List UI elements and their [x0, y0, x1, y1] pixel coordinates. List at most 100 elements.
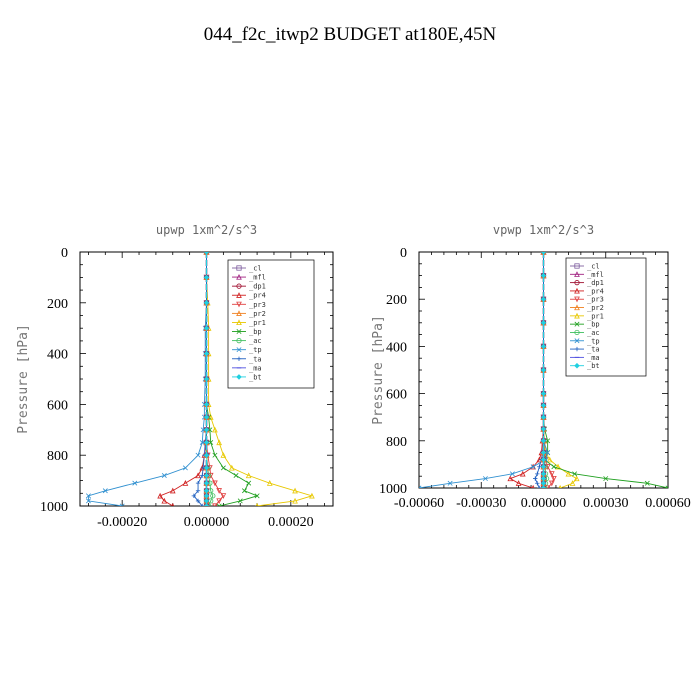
- chart1-point-bp: [241, 488, 247, 494]
- chart1-point-pr1: [292, 497, 298, 504]
- chart1-legend-marker: [236, 319, 242, 326]
- chart1-point-bt: [203, 350, 210, 357]
- chart2-point-pr1: [569, 480, 576, 486]
- chart2-point-bt: [540, 449, 547, 456]
- chart2-legend-marker: [574, 287, 580, 294]
- chart1-point-pr3: [212, 480, 218, 487]
- chart1-point-pr4: [169, 487, 176, 494]
- chart1-xtick-label: -0.00020: [97, 515, 147, 530]
- chart1-legend-marker: [236, 283, 242, 289]
- chart2-point-bt: [540, 402, 547, 409]
- chart2-xtick-label: 0.00060: [645, 496, 691, 511]
- chart1-legend-label: _ma: [249, 364, 262, 372]
- chart1-point-pr1: [292, 487, 298, 494]
- chart2-point-bt: [540, 320, 547, 326]
- chart2-point-pr4: [519, 470, 526, 477]
- chart2-point-ta: [533, 476, 538, 481]
- chart1-point-ta: [195, 498, 201, 504]
- chart1-point-pr3: [216, 498, 222, 505]
- chart1-point-tp: [85, 498, 91, 504]
- chart1-point-tp: [182, 465, 188, 471]
- chart1-point-bt: [203, 480, 210, 486]
- chart2-title: vpwp 1xm^2/s^3: [493, 223, 594, 237]
- chart2-point-pr3: [548, 480, 555, 487]
- chart1-legend-label: _bp: [249, 328, 262, 336]
- chart2-legend-label: _bp: [587, 321, 600, 329]
- chart1-legend-marker: [236, 347, 242, 353]
- chart2-point-bt: [540, 296, 547, 302]
- chart2-panel: vpwp 1xm^2/s^3 Pressure [hPa] 0 200 400 600 80…: [371, 223, 691, 511]
- chart2-legend-marker: [574, 346, 580, 352]
- chart2-point-bt: [540, 272, 547, 279]
- chart1-point-bp: [220, 465, 226, 471]
- chart1-point-pr3: [207, 472, 214, 479]
- chart1-point-ta: [195, 488, 201, 493]
- chart2-point-tp: [530, 464, 536, 470]
- chart2-xtick-label: -0.00060: [394, 496, 444, 511]
- chart1-point-bt: [203, 414, 210, 420]
- chart1-point-bt: [203, 300, 210, 306]
- chart1-point-bt: [203, 427, 210, 433]
- chart2-point-ta: [537, 485, 542, 488]
- chart1-legend-marker: [236, 301, 242, 308]
- chart1-point-bt: [203, 472, 210, 479]
- chart1-legend-label: _ac: [249, 337, 262, 345]
- chart1-point-pr4: [182, 480, 189, 486]
- chart1-point-tp: [161, 473, 167, 479]
- chart2-legend: _cl_mfl_dp1_pr4_pr3_pr2_pr1_bp_ac_tp_ta_…: [565, 257, 647, 377]
- chart2-legend-label: _bt: [587, 362, 600, 370]
- chart1-point-ta: [195, 480, 201, 486]
- chart1-legend-box: [227, 259, 315, 389]
- chart1-point-bt: [203, 274, 210, 281]
- chart1-point-bt: [203, 439, 210, 446]
- chart2-point-pr4: [507, 475, 514, 482]
- chart1-point-pr3: [212, 503, 218, 506]
- chart1-point-pr3: [216, 488, 222, 494]
- chart2-point-bp: [545, 438, 551, 444]
- chart1-ytick-label: 0: [61, 246, 68, 261]
- chart2-point-pr1: [573, 475, 580, 482]
- chart1-legend: _cl_mfl_dp1_pr4_pr3_pr2_pr1_bp_ac_tp_ta_…: [227, 259, 315, 389]
- chart2-legend-box: [565, 257, 647, 377]
- chart1-series-line-ta: [193, 252, 207, 506]
- chart2-point-pr3: [544, 464, 551, 470]
- chart2-series-line-pr4: [509, 252, 544, 488]
- chart1-series-line-pr4: [159, 252, 207, 506]
- chart1-legend-label: _pr2: [249, 310, 266, 318]
- chart2-point-tp: [419, 485, 422, 488]
- chart1-legend-label: _pr3: [249, 301, 266, 309]
- chart2-legend-marker: [574, 321, 580, 327]
- chart1-point-bt: [203, 487, 210, 494]
- chart2-series-group: [419, 252, 668, 488]
- chart1-legend-marker: [236, 338, 242, 344]
- chart1-point-tp: [102, 488, 108, 494]
- chart1-series-group: [85, 252, 315, 506]
- chart1-panel: upwp 1xm^2/s^3 Pressure [hPa] 0 200 400 600 80…: [16, 223, 334, 530]
- chart2-legend-marker: [574, 329, 580, 336]
- chart2-legend-label: _dp1: [587, 279, 604, 287]
- chart2-point-pr1: [546, 456, 553, 463]
- chart1-ytick-label: 600: [47, 398, 68, 413]
- chart1-point-bp: [233, 473, 239, 479]
- chart1-point-bp: [246, 480, 252, 486]
- chart2-legend-marker: [574, 362, 580, 369]
- chart2-point-bt: [540, 414, 547, 420]
- chart2-ylabel: Pressure [hPa]: [371, 315, 386, 425]
- chart1-point-pr4: [195, 472, 201, 479]
- chart1-point-bt: [203, 325, 210, 331]
- chart1-legend-label: _dp1: [249, 283, 266, 291]
- chart1-point-bt: [203, 493, 210, 499]
- chart2-legend-label: _cl: [587, 263, 600, 271]
- chart2-point-bt: [540, 390, 547, 397]
- chart2-ytick-label: 600: [386, 388, 407, 403]
- chart2-point-bp: [665, 485, 668, 488]
- chart1-ytick-label: 400: [47, 348, 68, 363]
- chart2-point-bt: [540, 456, 547, 463]
- chart1-series-line-tp: [87, 252, 207, 506]
- chart1-point-bt: [203, 401, 210, 408]
- chart1-legend-marker: [236, 310, 242, 316]
- chart1-legend-marker: [236, 356, 242, 361]
- chart1-point-bp: [212, 452, 218, 458]
- chart2-legend-label: _tp: [587, 337, 600, 345]
